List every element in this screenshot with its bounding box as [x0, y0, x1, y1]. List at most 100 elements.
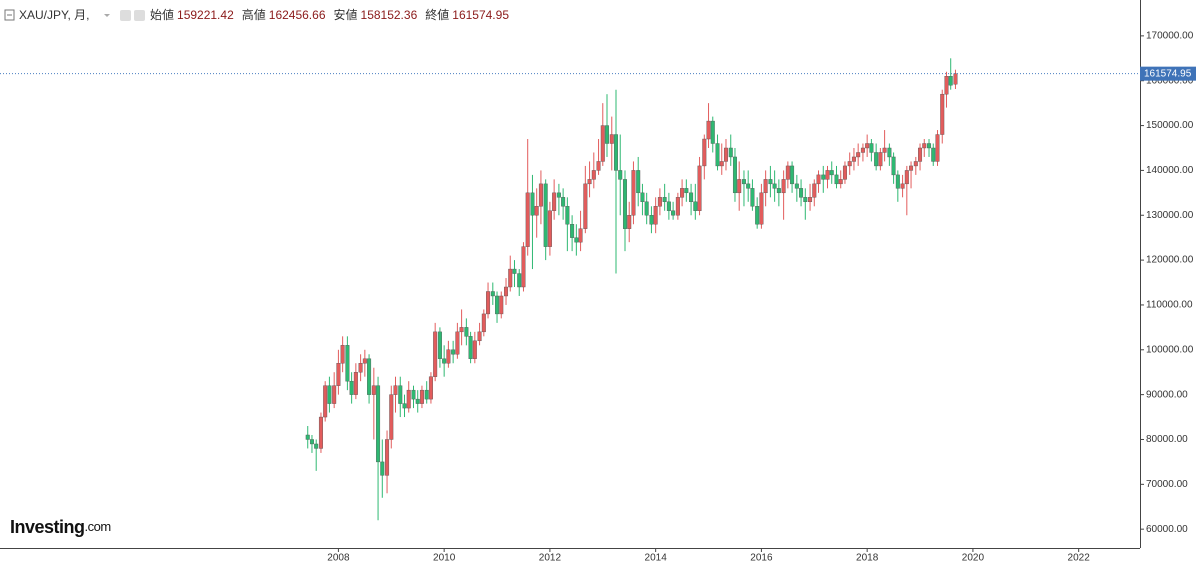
candle-body [768, 179, 773, 185]
candle-body [323, 385, 328, 418]
candle-body [882, 147, 887, 153]
candle-body [746, 183, 751, 189]
candle-body [371, 385, 376, 395]
ohlc-value: 158152.36 [361, 8, 418, 22]
y-tick-label: 70000.00 [1146, 479, 1188, 490]
last-price-label: 161574.95 [1144, 68, 1192, 79]
candle-body [918, 147, 923, 162]
candle-body [666, 201, 671, 211]
candle-body [927, 143, 932, 149]
candle-body [411, 389, 416, 400]
symbol: XAU/JPY, 月, [19, 8, 89, 22]
candle-body [821, 174, 826, 180]
candle-body [490, 291, 495, 297]
brand-logo: Investing.com [10, 517, 111, 537]
candle-body [772, 183, 777, 189]
candle-body [508, 268, 513, 288]
candle-body [710, 120, 715, 144]
close-button[interactable] [134, 10, 145, 21]
candle-body [794, 183, 799, 189]
candle-body [512, 268, 517, 274]
candle-body [406, 389, 411, 409]
candle-body [803, 197, 808, 203]
candle-body [433, 331, 438, 377]
candle-body [702, 138, 707, 167]
candle-body [887, 147, 892, 158]
ohlc-legend: 始値 159221.42 高値 162456.66 安値 158152.36 終値 16157… [150, 7, 509, 22]
candle-body [847, 161, 852, 167]
candle-body [719, 161, 724, 167]
candle-body [900, 183, 905, 189]
candle-body [644, 201, 649, 216]
y-tick-label: 140000.00 [1146, 165, 1194, 176]
candle-body [940, 93, 945, 135]
candle-body [856, 152, 861, 158]
candle-body [442, 358, 447, 364]
candle-body [389, 394, 394, 440]
candle-body [309, 439, 314, 445]
candle-body [785, 165, 790, 180]
candle-body [732, 156, 737, 194]
brand-suffix: .com [85, 519, 111, 534]
candle-body [922, 143, 927, 149]
x-tick-label: 2008 [327, 553, 350, 563]
y-tick-label: 80000.00 [1146, 434, 1188, 445]
candle-body [715, 143, 720, 167]
candle-body [419, 389, 424, 404]
candle-body [878, 152, 883, 167]
x-tick-label: 2022 [1068, 553, 1091, 563]
y-tick-label: 120000.00 [1146, 255, 1194, 266]
candle-body [521, 246, 526, 288]
candle-body [874, 152, 879, 167]
plot [305, 58, 958, 521]
candle-body [953, 73, 958, 85]
candle-body [776, 188, 781, 194]
candle-body [671, 210, 676, 216]
candle-body [697, 165, 702, 211]
candle-body [812, 183, 817, 198]
x-tick-label: 2012 [539, 553, 562, 563]
x-tick-label: 2016 [750, 553, 773, 563]
candle-body [781, 179, 786, 194]
ohlc-value: 159221.42 [177, 8, 234, 22]
settings-button[interactable] [120, 10, 131, 21]
candle-body [675, 197, 680, 216]
candle-body [552, 192, 557, 211]
candle-body [481, 313, 486, 333]
candle-body [931, 147, 936, 162]
candle-body [486, 291, 491, 315]
candle-body [415, 398, 420, 404]
candle-body [618, 170, 623, 180]
candle-body [842, 165, 847, 180]
collapse-icon[interactable] [4, 9, 15, 21]
candle-body [649, 215, 654, 225]
candle-body [455, 331, 460, 355]
candle-body [464, 327, 469, 337]
candle-body [790, 165, 795, 185]
x-tick-label: 2014 [645, 553, 668, 563]
candle-body [808, 197, 813, 203]
candle-body [737, 179, 742, 194]
candle-body [437, 331, 442, 359]
candle-body [684, 188, 689, 194]
candle-body [362, 358, 367, 364]
candle-body [851, 156, 856, 162]
candle-body [499, 295, 504, 315]
candle-body [574, 237, 579, 243]
candle-body [556, 192, 561, 198]
candle-body [468, 336, 473, 359]
candle-body [627, 215, 632, 229]
candle-body [750, 188, 755, 207]
candle-body [318, 416, 323, 449]
candle-body [640, 192, 645, 203]
dropdown-arrow[interactable] [104, 14, 110, 17]
candle-body [834, 174, 839, 185]
candle-body [865, 143, 870, 149]
y-tick-label: 110000.00 [1146, 300, 1193, 311]
candle-body [825, 170, 830, 180]
candle-body [583, 183, 588, 229]
candle-body [680, 188, 685, 198]
candle-body [349, 380, 354, 395]
candle-body [380, 461, 385, 476]
